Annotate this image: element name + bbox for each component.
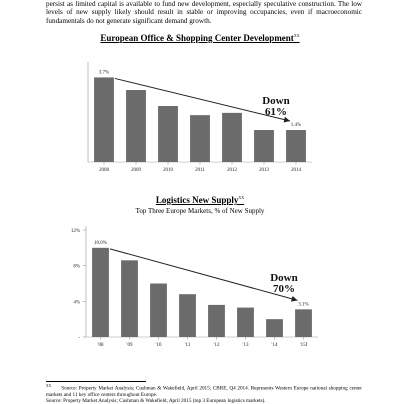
bar xyxy=(286,130,306,162)
footnote-text: Source: Property Market Analysis; Cushma… xyxy=(46,385,363,398)
bar xyxy=(150,283,167,337)
footnote-ref: XX xyxy=(46,384,52,388)
chart1-footnote-ref: XX xyxy=(293,33,300,38)
y-tick-label: - xyxy=(78,336,80,341)
x-tick-label: 2013 xyxy=(259,168,270,173)
annotation-value: 61% xyxy=(265,106,287,118)
bar xyxy=(266,319,283,337)
bar xyxy=(179,294,196,337)
bar xyxy=(222,112,242,162)
trend-arrow xyxy=(109,248,298,302)
chart1-title: European Office & Shopping Center Develo… xyxy=(100,33,300,43)
x-tick-label: '12 xyxy=(214,343,220,348)
x-tick-label: '10 xyxy=(156,343,162,348)
x-tick-label: '15f xyxy=(300,343,308,348)
y-tick-label: 4% xyxy=(73,300,80,305)
bar xyxy=(126,90,146,162)
x-tick-label: '13 xyxy=(243,343,249,348)
footnote-text-2: Source: Property Market Analysis; Cushma… xyxy=(46,397,266,404)
y-tick-label: 12% xyxy=(71,229,80,234)
bar xyxy=(190,115,210,162)
bar xyxy=(121,260,138,337)
footnote-divider xyxy=(46,381,146,382)
chart2-footnote-ref: XX xyxy=(238,195,245,200)
x-tick-label: '11 xyxy=(185,343,191,348)
chart2-title: Logistics New SupplyXX xyxy=(155,195,245,205)
bar xyxy=(208,304,225,337)
annotation-label: Down xyxy=(262,95,290,107)
intro-paragraph: persist as limited capital is available … xyxy=(46,0,362,25)
x-tick-label: '14 xyxy=(272,343,278,348)
x-tick-label: 2010 xyxy=(163,168,174,173)
chart2-subtitle: Top Three Europe Markets, % of New Suppl… xyxy=(135,207,265,215)
chart2-svg: 12% 8% 4% - '08 '09 '10 '11 '12 '13 '14 '15f 10.0% 3.… xyxy=(71,226,318,348)
x-tick-label: 2012 xyxy=(227,168,238,173)
bar xyxy=(237,307,254,337)
bar xyxy=(94,77,114,162)
bar xyxy=(254,130,274,162)
x-tick-label: 2011 xyxy=(195,168,205,173)
annotation-label: Down xyxy=(270,272,298,284)
annotation-value: 70% xyxy=(273,283,295,295)
y-tick-label: 8% xyxy=(73,265,80,270)
footnote: XX Source: Property Market Analysis; Cus… xyxy=(46,383,362,404)
data-label-last: 1.4% xyxy=(291,123,301,128)
bar xyxy=(295,309,312,337)
x-tick-label: '09 xyxy=(127,343,133,348)
trend-arrow xyxy=(114,77,291,123)
bar xyxy=(92,247,109,337)
data-label-last: 3.1% xyxy=(298,302,308,307)
data-label-first: 3.7% xyxy=(99,70,109,75)
x-tick-label: 2014 xyxy=(291,168,302,173)
x-tick-label: '08 xyxy=(98,343,104,348)
data-label-first: 10.0% xyxy=(94,241,107,246)
x-tick-label: 2009 xyxy=(131,168,142,173)
chart1-svg: 2008 2009 2010 2011 2012 2013 2014 3.7% 1.4% Down… xyxy=(87,62,312,173)
bar xyxy=(158,106,178,162)
x-tick-label: 2008 xyxy=(99,168,110,173)
